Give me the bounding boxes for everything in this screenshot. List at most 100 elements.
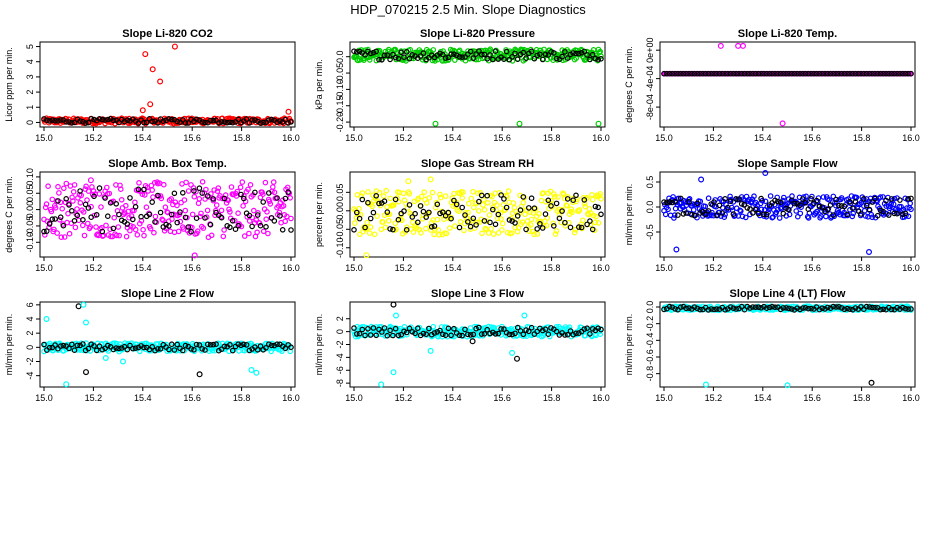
data-point xyxy=(46,184,50,188)
data-point xyxy=(72,183,76,187)
y-tick-label: 0.05 xyxy=(335,184,345,202)
data-point-black xyxy=(250,224,254,228)
data-point xyxy=(57,191,61,195)
x-tick-label: 15.6 xyxy=(493,263,511,273)
y-tick-label: -2 xyxy=(335,340,345,348)
diagnostics-figure: HDP_070215 2.5 Min. Slope Diagnostics Sl… xyxy=(0,0,936,540)
data-point xyxy=(197,197,201,201)
data-point xyxy=(368,225,372,229)
data-point xyxy=(453,224,457,228)
data-point xyxy=(289,216,293,220)
chart-panel-2: Slope Li-820 Pressure15.0 15.2 15.4 15.6 15.… xyxy=(314,28,610,143)
data-point xyxy=(191,212,195,216)
x-tick-label: 15.8 xyxy=(853,263,871,273)
x-tick-label: 15.4 xyxy=(134,263,152,273)
data-point xyxy=(500,228,504,232)
y-tick-label: 4 xyxy=(25,59,35,64)
data-point xyxy=(152,231,156,235)
x-tick-label: 15.2 xyxy=(705,133,723,143)
data-point xyxy=(271,185,275,189)
outlier-point xyxy=(428,349,433,354)
data-point xyxy=(706,196,710,200)
x-tick-label: 15.2 xyxy=(705,393,723,403)
outlier-point xyxy=(741,44,746,49)
data-point xyxy=(471,190,475,194)
data-points xyxy=(352,302,603,387)
data-point xyxy=(142,233,146,237)
data-point xyxy=(124,204,128,208)
x-tick-label: 15.8 xyxy=(233,133,251,143)
outlier-point xyxy=(736,44,741,49)
x-tick-label: 15.6 xyxy=(803,263,821,273)
data-point xyxy=(501,221,505,225)
data-point xyxy=(162,183,166,187)
data-point xyxy=(133,200,137,204)
data-points xyxy=(352,177,603,258)
y-tick-label: 4 xyxy=(25,316,35,321)
data-point xyxy=(368,231,372,235)
y-tick-label: 1 xyxy=(25,105,35,110)
data-point xyxy=(104,223,108,227)
data-point-black xyxy=(457,225,461,229)
y-tick-label: -0.5 xyxy=(645,224,655,240)
data-point xyxy=(221,234,225,238)
data-point xyxy=(151,195,155,199)
x-tick-label: 15.2 xyxy=(85,263,103,273)
data-point xyxy=(183,208,187,212)
data-point-black xyxy=(554,201,558,205)
data-point xyxy=(78,201,82,205)
x-tick-label: 16.0 xyxy=(282,133,300,143)
data-point-black xyxy=(493,222,497,226)
data-point xyxy=(144,205,148,209)
x-tick-label: 15.0 xyxy=(655,133,673,143)
y-axis-label: ml/min per min. xyxy=(624,184,634,246)
outlier-point xyxy=(699,177,704,182)
outlier-point xyxy=(150,67,155,72)
y-tick-label: 0.10 xyxy=(25,168,35,186)
data-point xyxy=(135,233,139,237)
outlier-point xyxy=(143,52,148,57)
data-point xyxy=(480,231,484,235)
y-tick-label: 3 xyxy=(25,74,35,79)
y-tick-label: -4 xyxy=(25,372,35,380)
x-tick-label: 15.2 xyxy=(395,263,413,273)
data-point xyxy=(192,195,196,199)
data-points xyxy=(352,47,603,126)
outlier-point xyxy=(84,320,89,325)
data-point xyxy=(84,184,88,188)
y-tick-label: 5 xyxy=(25,44,35,49)
chart-title: Slope Line 4 (LT) Flow xyxy=(730,288,846,300)
data-point xyxy=(255,230,259,234)
y-tick-label: 0e+00 xyxy=(645,38,655,63)
outlier-point xyxy=(391,302,396,307)
chart-panel-7: Slope Line 2 Flow15.0 15.2 15.4 15.6 15.8 16.… xyxy=(4,288,300,403)
data-point xyxy=(124,234,128,238)
x-tick-label: 15.6 xyxy=(183,133,201,143)
data-point-black xyxy=(432,224,436,228)
chart-title: Slope Li-820 CO2 xyxy=(122,28,212,40)
chart-panel-6: Slope Sample Flow 15.0 15.2 15.4 15.6 15.8 16.… xyxy=(624,158,920,273)
chart-title: Slope Li-820 Pressure xyxy=(420,28,535,40)
outlier-point xyxy=(470,339,475,344)
data-point xyxy=(177,229,181,233)
chart-panel-4: Slope Amb. Box Temp.15.0 15.2 15.4 15.6 15.8… xyxy=(4,158,300,273)
outlier-point xyxy=(254,370,259,375)
data-point-black xyxy=(97,186,101,190)
data-point xyxy=(264,217,268,221)
data-point xyxy=(60,207,64,211)
data-point xyxy=(798,211,802,215)
data-point xyxy=(55,231,59,235)
x-tick-label: 15.0 xyxy=(655,263,673,273)
data-points xyxy=(42,302,293,386)
outlier-point xyxy=(148,102,153,107)
y-tick-label: -0.10 xyxy=(25,232,35,253)
x-tick-label: 15.4 xyxy=(754,263,772,273)
x-tick-label: 15.0 xyxy=(345,263,363,273)
outlier-point xyxy=(515,356,520,361)
x-tick-label: 16.0 xyxy=(282,393,300,403)
data-point xyxy=(388,196,392,200)
y-tick-label: -0.8 xyxy=(645,366,655,382)
y-tick-label: 0.0 xyxy=(335,50,345,63)
x-tick-label: 15.0 xyxy=(655,393,673,403)
x-tick-label: 15.8 xyxy=(233,393,251,403)
